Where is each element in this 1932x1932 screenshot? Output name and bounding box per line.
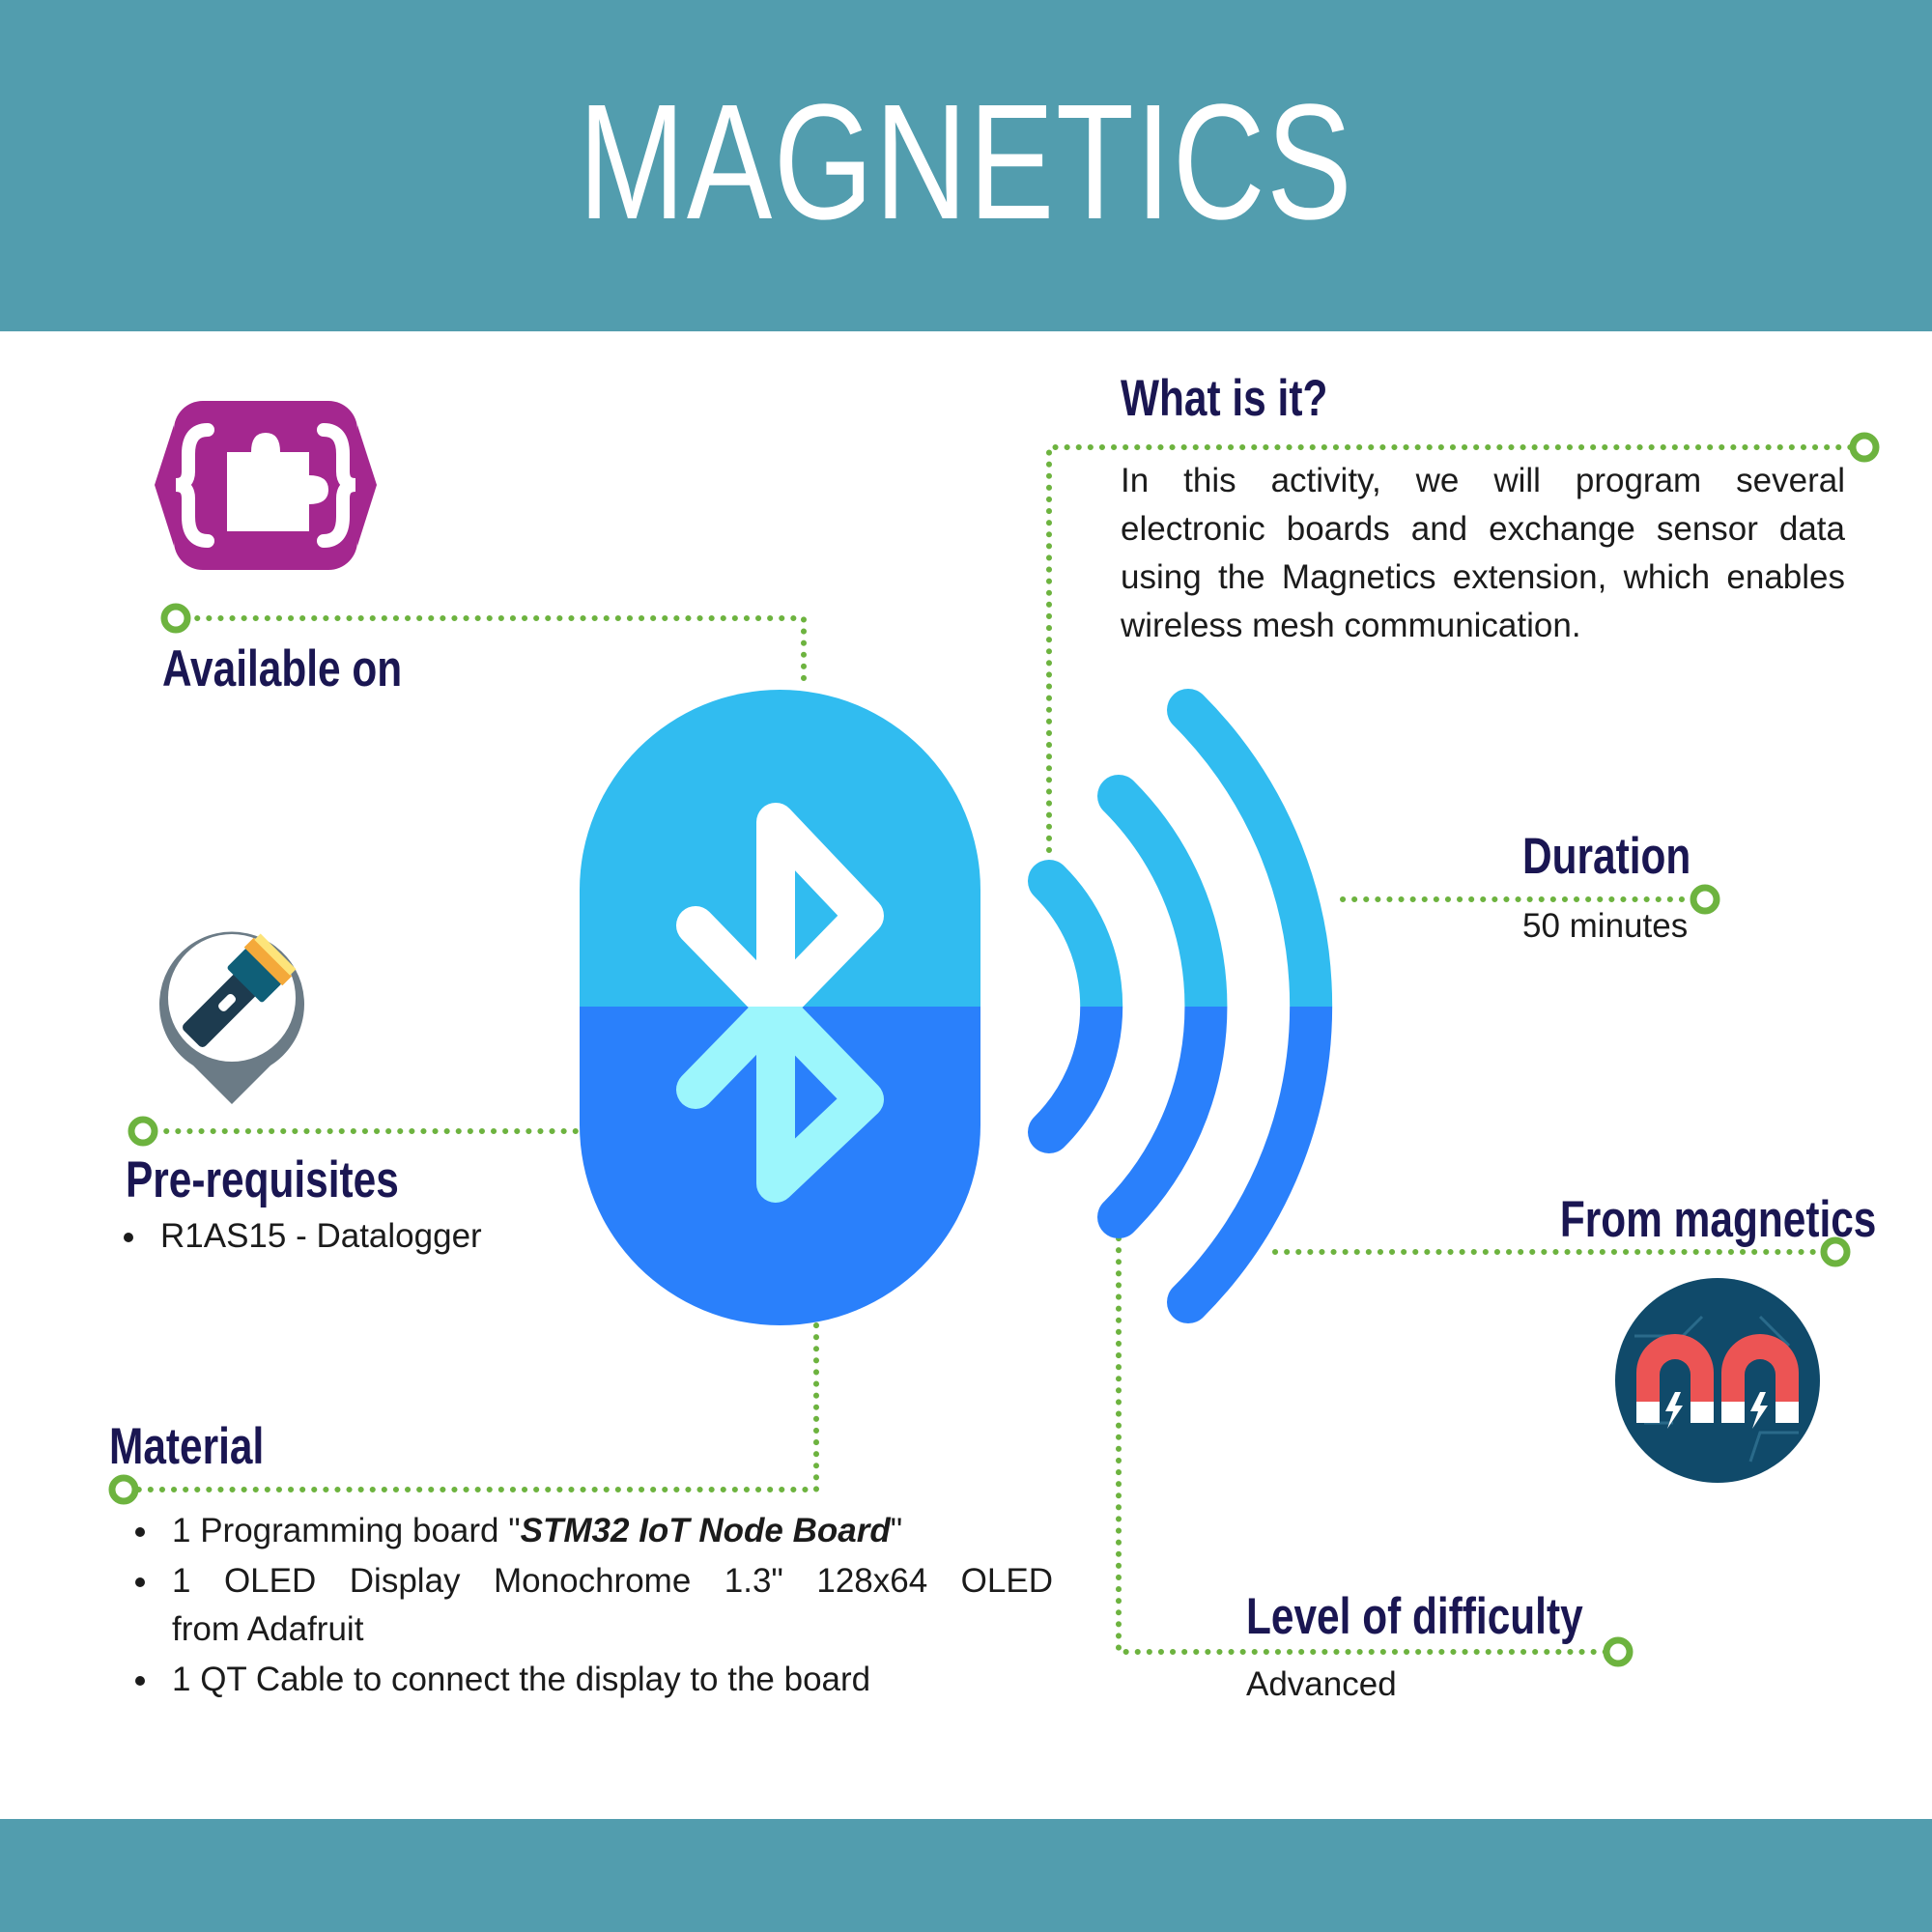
footer-banner — [0, 1819, 1932, 1932]
prerequisites-list: R1AS15 - Datalogger — [114, 1212, 616, 1261]
bluetooth-icon — [580, 690, 980, 1325]
duration-value: 50 minutes — [1522, 907, 1689, 945]
connector-endpoints — [108, 432, 1880, 1667]
material-item: 1 Programming board "STM32 IoT Node Boar… — [126, 1507, 1053, 1555]
puzzle-braces-icon — [155, 401, 377, 570]
header-banner — [0, 0, 1932, 331]
endpoint-material — [108, 1474, 139, 1505]
connector-material — [123, 1322, 819, 1492]
prerequisite-item: R1AS15 - Datalogger — [114, 1212, 616, 1261]
board-name: STM32 IoT Node Board — [520, 1512, 891, 1549]
connector-difficulty — [1116, 1236, 1616, 1655]
magnet-icon — [1615, 1278, 1820, 1483]
endpoint-prerequisites — [128, 1116, 158, 1147]
flashlight-pin-icon — [159, 931, 304, 1104]
endpoint-difficulty — [1603, 1636, 1634, 1667]
duration-heading: Duration — [1522, 828, 1691, 885]
endpoint-available-on — [160, 603, 191, 634]
from-magnetics-heading: From magnetics — [1559, 1191, 1877, 1248]
material-item: 1 OLED Display Monochrome 1.3" 128x64 OL… — [126, 1557, 1053, 1654]
difficulty-value: Advanced — [1246, 1665, 1397, 1703]
signal-waves-icon — [1028, 689, 1333, 1323]
prerequisites-heading: Pre-requisites — [126, 1151, 399, 1208]
page-title: MAGNETICS — [578, 71, 1354, 254]
material-heading: Material — [109, 1418, 265, 1475]
endpoint-what-is-it — [1849, 432, 1880, 463]
connector-available-on — [171, 615, 807, 689]
connector-lines — [123, 444, 1856, 1655]
what-is-it-text: In this activity, we will program severa… — [1121, 462, 1845, 644]
available-on-heading: Available on — [162, 640, 403, 697]
material-item: 1 QT Cable to connect the display to the… — [126, 1656, 1053, 1704]
material-list: 1 Programming board "STM32 IoT Node Boar… — [126, 1507, 1053, 1704]
endpoint-duration — [1690, 884, 1720, 915]
difficulty-heading: Level of difficulty — [1246, 1588, 1583, 1645]
endpoint-from-magnetics — [1820, 1236, 1851, 1267]
what-is-it-heading: What is it? — [1121, 370, 1328, 427]
